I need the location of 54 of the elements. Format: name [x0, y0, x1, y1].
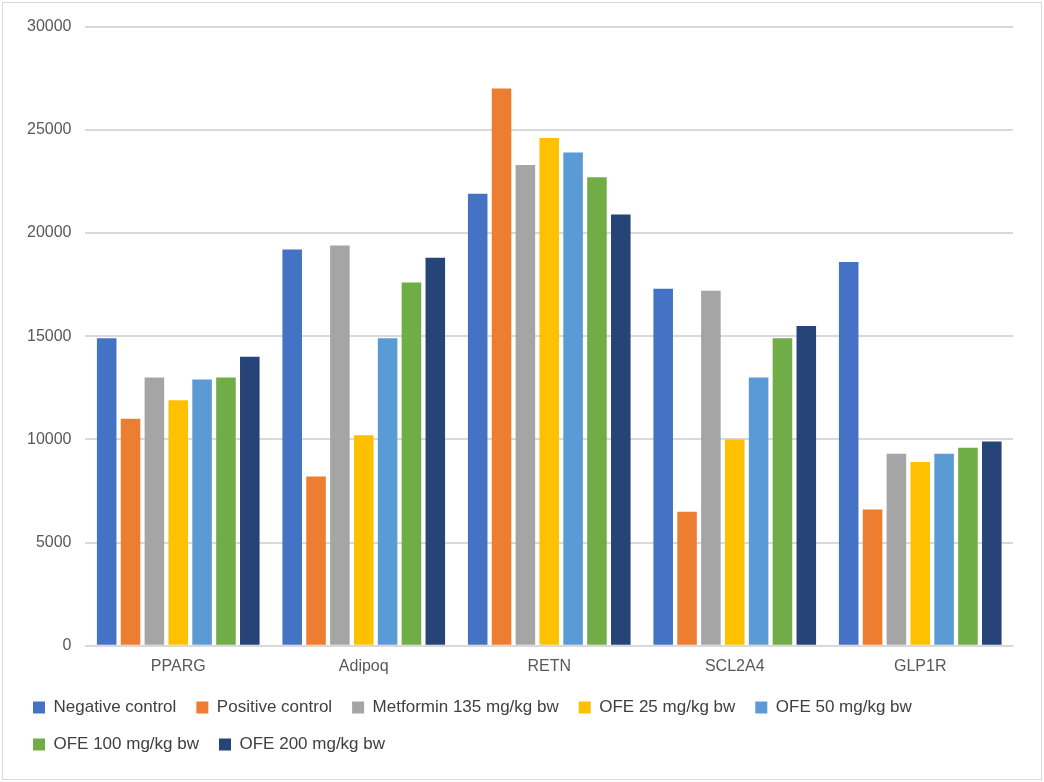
bar: [838, 261, 859, 645]
bar: [862, 509, 883, 645]
bar: [515, 164, 536, 645]
legend-label: OFE 100 mg/kg bw: [53, 734, 200, 754]
bar: [353, 435, 374, 645]
bar: [401, 282, 422, 645]
bar: [425, 257, 446, 645]
legend-label: Metformin 135 mg/kg bw: [372, 697, 560, 717]
bar: [910, 462, 931, 645]
bar: [796, 325, 817, 645]
bar: [467, 193, 488, 645]
bar: [539, 138, 560, 645]
legend-label: OFE 200 mg/kg bw: [239, 734, 386, 754]
bar: [563, 152, 583, 645]
bar: [701, 290, 721, 645]
bar: [168, 400, 189, 645]
x-tick-label: PPARG: [150, 656, 206, 674]
bar: [653, 288, 673, 645]
bar: [886, 453, 907, 645]
bar: [330, 245, 350, 645]
bar: [216, 377, 236, 645]
y-tick-label: 15000: [26, 326, 72, 344]
bar: [240, 356, 260, 645]
bar: [120, 418, 141, 645]
bar: [724, 439, 745, 645]
y-tick-label: 10000: [26, 429, 72, 447]
bar: [491, 88, 512, 645]
x-tick-label: GLP1R: [894, 656, 947, 674]
legend-label: OFE 25 mg/kg bw: [599, 697, 737, 717]
y-tick-label: 25000: [26, 120, 72, 138]
y-tick-label: 20000: [26, 223, 72, 241]
legend-label: OFE 50 mg/kg bw: [775, 697, 913, 717]
x-tick-label: RETN: [527, 656, 572, 674]
bar: [306, 476, 326, 645]
bar: [192, 379, 212, 645]
bar: [677, 511, 697, 645]
bar: [587, 177, 607, 645]
x-tick-label: Adipoq: [338, 656, 389, 674]
y-tick-label: 30000: [26, 17, 72, 35]
legend-label: Negative control: [53, 697, 177, 717]
bar: [958, 447, 978, 645]
bar: [377, 338, 398, 645]
bar: [282, 249, 302, 645]
bar: [96, 338, 117, 645]
bar: [772, 338, 793, 645]
y-tick-label: 0: [62, 636, 72, 654]
x-tick-label: SCL2A4: [704, 656, 765, 674]
bar: [748, 377, 769, 645]
bar: [934, 453, 954, 645]
bar: [144, 377, 165, 645]
bar: [982, 441, 1002, 645]
legend-label: Positive control: [216, 697, 333, 717]
bar: [611, 214, 631, 645]
y-tick-label: 5000: [35, 533, 72, 551]
